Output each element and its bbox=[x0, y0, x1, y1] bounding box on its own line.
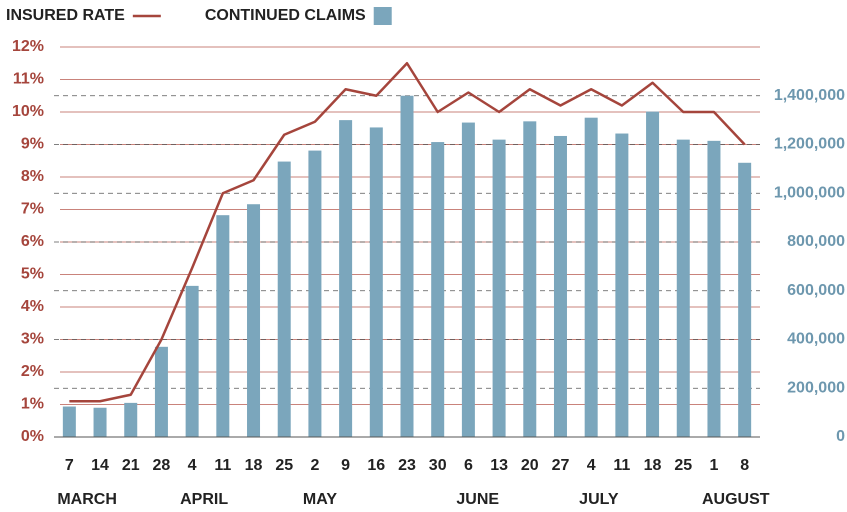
x-tick-label: 6 bbox=[464, 457, 473, 474]
bar bbox=[676, 139, 690, 437]
month-label: MAY bbox=[303, 491, 337, 508]
bar bbox=[124, 402, 138, 437]
bar bbox=[615, 133, 629, 437]
x-tick-label: 16 bbox=[367, 457, 385, 474]
y-tick-label: 9% bbox=[21, 136, 44, 153]
y2-tick-label: 600,000 bbox=[787, 282, 845, 299]
y-tick-label: 12% bbox=[12, 38, 44, 55]
x-tick-label: 27 bbox=[552, 457, 570, 474]
bar bbox=[646, 111, 660, 437]
y-tick-label: 6% bbox=[21, 233, 44, 250]
x-tick-label: 11 bbox=[214, 457, 231, 474]
x-tick-label: 9 bbox=[341, 457, 350, 474]
y-tick-label: 2% bbox=[21, 363, 44, 380]
bar bbox=[93, 407, 107, 437]
month-label: JULY bbox=[579, 491, 619, 508]
month-label: AUGUST bbox=[702, 491, 770, 508]
bar bbox=[553, 135, 567, 437]
bar bbox=[492, 139, 506, 437]
x-tick-label: 1 bbox=[710, 457, 719, 474]
y-tick-label: 11% bbox=[13, 71, 44, 88]
x-tick-label: 11 bbox=[613, 457, 630, 474]
y-tick-label: 0% bbox=[21, 428, 44, 445]
bar bbox=[461, 122, 475, 437]
x-tick-label: 8 bbox=[740, 457, 749, 474]
bar bbox=[277, 161, 291, 437]
x-tick-label: 23 bbox=[398, 457, 416, 474]
month-label: APRIL bbox=[180, 491, 228, 508]
y2-tick-label: 800,000 bbox=[787, 233, 845, 250]
y-tick-label: 8% bbox=[21, 168, 44, 185]
bar bbox=[185, 285, 199, 437]
y-tick-label: 10% bbox=[12, 103, 44, 120]
y2-tick-label: 1,000,000 bbox=[774, 184, 845, 201]
line bbox=[69, 62, 746, 403]
bar bbox=[369, 127, 383, 437]
bar bbox=[216, 215, 230, 437]
bar bbox=[400, 95, 414, 437]
bar bbox=[738, 162, 752, 437]
y-tick-label: 4% bbox=[21, 298, 44, 315]
bar bbox=[431, 142, 445, 437]
y-tick-label: 1% bbox=[21, 396, 44, 413]
legend-label: INSURED RATE bbox=[6, 7, 125, 24]
bar bbox=[523, 121, 537, 437]
y2-tick-label: 1,200,000 bbox=[774, 136, 845, 153]
month-label: MARCH bbox=[57, 491, 117, 508]
y-tick-label: 7% bbox=[21, 201, 44, 218]
x-tick-label: 4 bbox=[587, 457, 596, 474]
y-tick-label: 5% bbox=[21, 266, 44, 283]
bar bbox=[584, 117, 598, 437]
legend-swatch bbox=[373, 7, 392, 25]
y2-tick-label: 1,400,000 bbox=[774, 87, 845, 104]
x-tick-label: 18 bbox=[245, 457, 263, 474]
x-tick-label: 2 bbox=[310, 457, 319, 474]
x-tick-label: 25 bbox=[275, 457, 293, 474]
x-tick-label: 18 bbox=[644, 457, 662, 474]
x-tick-label: 30 bbox=[429, 457, 447, 474]
bar bbox=[707, 140, 721, 437]
bar bbox=[339, 120, 353, 437]
x-tick-label: 7 bbox=[65, 457, 74, 474]
legend-label: CONTINUED CLAIMS bbox=[205, 7, 366, 24]
y2-tick-label: 0 bbox=[836, 428, 845, 445]
x-tick-label: 13 bbox=[490, 457, 508, 474]
bar bbox=[247, 204, 261, 437]
x-tick-label: 21 bbox=[122, 457, 140, 474]
y2-tick-label: 400,000 bbox=[787, 331, 845, 348]
month-label: JUNE bbox=[456, 491, 499, 508]
bar bbox=[308, 150, 322, 437]
y2-tick-label: 200,000 bbox=[787, 379, 845, 396]
bar bbox=[62, 406, 76, 437]
x-tick-label: 28 bbox=[153, 457, 171, 474]
x-tick-label: 14 bbox=[91, 457, 109, 474]
x-tick-label: 25 bbox=[674, 457, 692, 474]
bar bbox=[154, 346, 168, 437]
x-tick-label: 4 bbox=[188, 457, 197, 474]
y-tick-label: 3% bbox=[21, 331, 44, 348]
x-tick-label: 20 bbox=[521, 457, 539, 474]
